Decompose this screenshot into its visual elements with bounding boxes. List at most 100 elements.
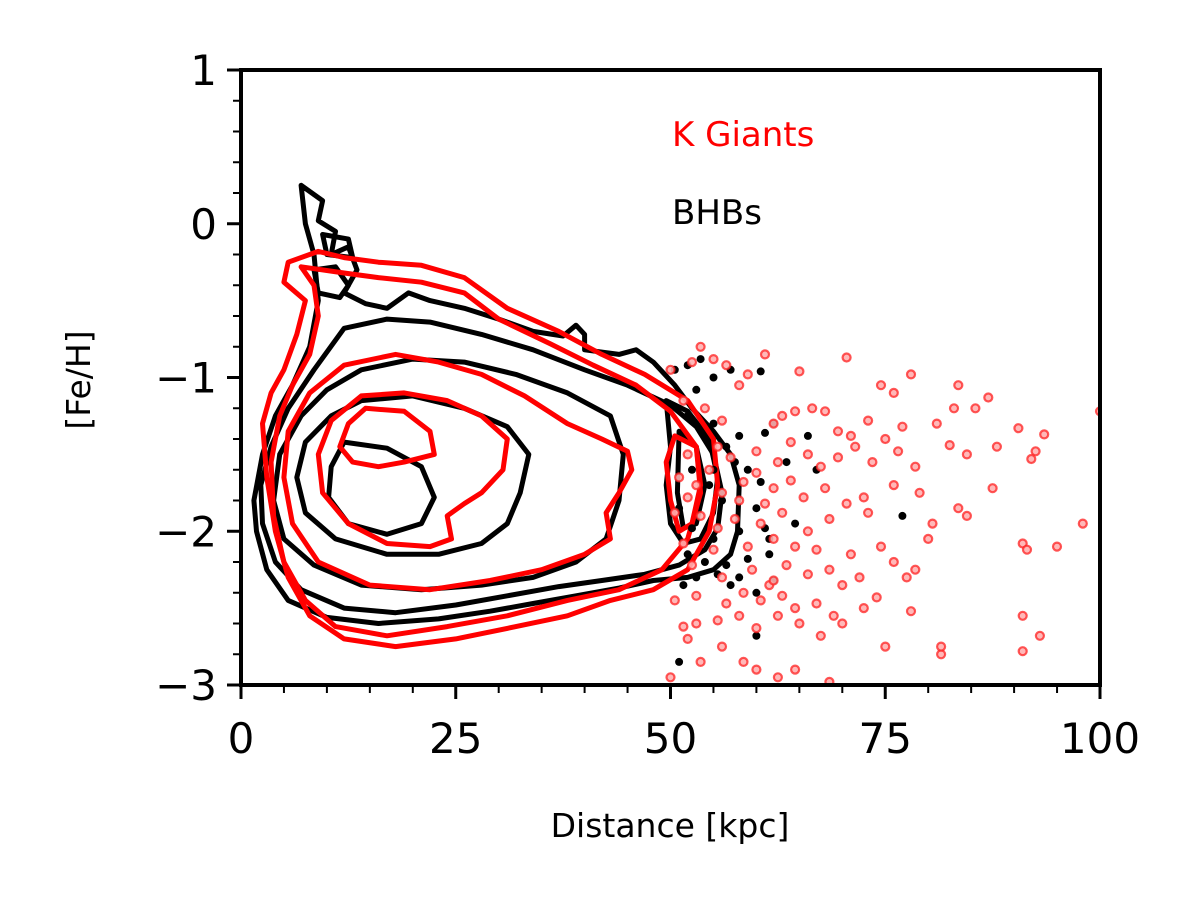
- k-giants-point: [755, 595, 766, 606]
- k-giants-point: [678, 538, 689, 549]
- k-giants-point: [832, 452, 844, 463]
- k-giants-point: [892, 446, 904, 457]
- k-giants-point: [691, 590, 702, 601]
- bhbs-point: [700, 558, 709, 566]
- k-giants-point: [841, 498, 852, 509]
- k-giants-point: [837, 579, 848, 591]
- bhbs-point: [752, 588, 761, 597]
- x-tick-label: 100: [1060, 714, 1140, 763]
- bhbs-point: [683, 411, 692, 420]
- k-giants-point: [1017, 646, 1028, 657]
- k-giants-point: [850, 441, 861, 452]
- k-giants-point: [712, 615, 723, 626]
- k-giants-point: [665, 364, 676, 375]
- k-giants-point: [777, 590, 788, 601]
- k-giants-point: [841, 352, 852, 363]
- k-giants-point: [901, 572, 912, 583]
- k-giants-contour-3: [315, 390, 510, 550]
- k-giants-contour-5: [663, 433, 704, 534]
- k-giants-point: [970, 403, 981, 414]
- k-giants-point: [686, 559, 698, 571]
- k-giants-contour-2: [281, 351, 635, 593]
- k-giants-contour-1: [268, 264, 704, 639]
- k-giants-point: [815, 461, 826, 472]
- k-giants-point: [1039, 429, 1050, 440]
- k-giants-point: [686, 357, 698, 368]
- bhbs-point: [688, 524, 696, 533]
- k-giants-point: [961, 510, 973, 522]
- point-layer: [665, 341, 1100, 685]
- k-giants-point: [807, 403, 818, 414]
- k-giants-point: [923, 533, 934, 545]
- k-giants-point: [704, 464, 715, 475]
- k-giants-point: [815, 630, 826, 641]
- k-giants-point: [777, 410, 788, 421]
- k-giants-point: [944, 440, 955, 451]
- k-giants-point: [789, 406, 801, 417]
- bhbs-point: [709, 419, 718, 428]
- bhbs-point: [692, 573, 701, 582]
- k-giants-point: [755, 518, 766, 529]
- k-giants-point: [875, 380, 887, 391]
- k-giants-point: [777, 507, 788, 518]
- k-giants-point: [729, 513, 741, 525]
- k-giants-point: [897, 421, 908, 432]
- k-giants-point: [751, 622, 762, 634]
- k-giants-point: [716, 641, 728, 652]
- k-giants-point: [785, 437, 796, 448]
- k-giants-point: [867, 457, 878, 468]
- bhbs-point: [722, 561, 731, 570]
- k-giants-point: [862, 415, 874, 426]
- k-giants-point: [935, 641, 947, 652]
- k-giants-contour-0: [260, 248, 721, 650]
- k-giants-point: [725, 452, 736, 463]
- x-axis-title: Distance [kpc]: [551, 806, 790, 845]
- k-giants-point: [802, 526, 814, 537]
- k-giants-point: [721, 598, 732, 609]
- bhbs-point: [688, 465, 696, 474]
- k-giants-point: [854, 572, 865, 583]
- k-giants-point: [695, 656, 706, 668]
- k-giants-point: [695, 510, 706, 522]
- k-giants-point: [802, 569, 814, 580]
- k-giants-point: [772, 457, 784, 468]
- k-giants-point: [824, 564, 835, 575]
- bhbs-point: [765, 550, 774, 559]
- contour-layer: [251, 182, 742, 650]
- k-giants-point: [910, 461, 921, 472]
- bhbs-point: [782, 458, 791, 467]
- k-giants-point: [802, 449, 814, 460]
- k-giants-point: [880, 641, 891, 652]
- x-tick-label: 75: [859, 714, 912, 763]
- bhbs-point: [709, 373, 718, 382]
- bhbs-point: [898, 511, 907, 520]
- k-giants-point: [695, 341, 706, 352]
- k-giants-point: [880, 433, 891, 445]
- k-giants-point: [682, 449, 693, 460]
- k-giants-point: [751, 664, 762, 675]
- k-giants-point: [914, 487, 925, 498]
- k-giants-point: [819, 406, 831, 417]
- k-giants-point: [682, 633, 693, 645]
- y-tick-label: 1: [190, 46, 217, 95]
- k-giants-point: [708, 544, 719, 555]
- bhbs-point: [705, 481, 714, 490]
- k-giants-point: [768, 533, 779, 545]
- k-giants-point: [751, 467, 762, 478]
- k-giants-point: [712, 523, 723, 534]
- k-giants-point: [991, 441, 1003, 452]
- k-giants-point: [678, 621, 689, 632]
- k-giants-point: [746, 564, 758, 575]
- k-giants-contour-4: [337, 405, 437, 470]
- y-axis-title: [Fe/H]: [59, 330, 98, 429]
- legend-label-k-giants: K Giants: [672, 115, 814, 155]
- k-giants-point: [738, 587, 749, 598]
- k-giants-point: [781, 559, 792, 571]
- k-giants-point: [665, 672, 676, 683]
- k-giants-point: [828, 610, 839, 621]
- k-giants-point: [905, 369, 917, 380]
- k-giants-point: [691, 618, 702, 629]
- k-giants-point: [961, 449, 973, 460]
- k-giants-point: [888, 387, 899, 398]
- k-giants-point: [837, 618, 848, 629]
